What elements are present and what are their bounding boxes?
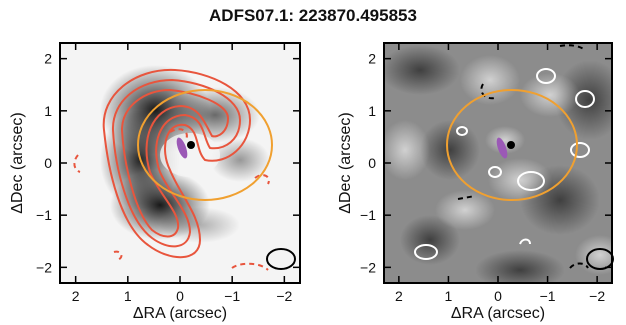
- right-y-tick-label: 2: [368, 51, 376, 67]
- right-x-tick-label: 1: [445, 288, 453, 304]
- contour-b: [575, 90, 595, 108]
- neg-contour-bottom-right: [231, 262, 269, 271]
- left-x-tick-label: −1: [224, 288, 240, 304]
- left-y-axis-label: ΔDec (arcsec): [9, 112, 26, 213]
- left-aperture-ellipse: [137, 89, 273, 201]
- right-y-tick-label: 1: [368, 103, 376, 119]
- right-panel: 2 1 0 −1 −2 2 1 0 −1 −2 ΔRA (arcsec) ΔDec (arcsec…: [337, 42, 614, 322]
- contour-c: [570, 142, 590, 158]
- contour-d: [456, 126, 468, 136]
- left-x-axis-label: ΔRA (arcsec): [133, 305, 227, 322]
- left-negative-contours: [73, 128, 270, 271]
- left-image-data: [100, 65, 270, 243]
- neg-contour-left: [73, 154, 81, 173]
- left-y-tick-label: 2: [44, 51, 52, 67]
- right-x-tick-label: −2: [589, 288, 605, 304]
- neg-contour-c: [569, 262, 589, 269]
- right-contours: [414, 68, 595, 260]
- right-y-axis-label: ΔDec (arcsec): [337, 112, 354, 213]
- contour-e: [517, 171, 545, 191]
- left-source-marker: [176, 137, 188, 159]
- left-position-dot: [187, 141, 195, 149]
- left-x-tick-label: 0: [176, 288, 184, 304]
- left-beam-ellipse: [266, 248, 296, 270]
- left-x-tick-label: 2: [72, 288, 80, 304]
- right-x-tick-label: 0: [494, 288, 502, 304]
- neg-contour-b: [457, 195, 476, 200]
- left-y-tick-label: 0: [44, 155, 52, 171]
- right-x-axis-label: ΔRA (arcsec): [451, 305, 545, 322]
- right-x-tick-label: −1: [540, 288, 556, 304]
- contour-g: [414, 244, 438, 260]
- left-y-tick-label: 1: [44, 103, 52, 119]
- neg-contour-right: [254, 174, 270, 185]
- contour-h: [519, 238, 531, 245]
- left-y-tick-label: −2: [36, 259, 52, 275]
- right-x-tick-label: 2: [395, 288, 403, 304]
- left-panel: 2 1 0 −1 −2 2 1 0 −1 −2 ΔRA (arcsec) ΔDec (arcsec…: [9, 42, 301, 322]
- neg-contour-center: [169, 128, 188, 141]
- right-y-tick-label: 0: [368, 155, 376, 171]
- figure-title: ADFS07.1: 223870.495853: [209, 6, 417, 25]
- contour-f: [488, 166, 502, 178]
- left-x-tick-label: 1: [124, 288, 132, 304]
- neg-contour-bottom: [113, 250, 123, 261]
- contour-a: [536, 68, 556, 84]
- left-axis-ticks: 2 1 0 −1 −2 2 1 0 −1 −2: [36, 43, 300, 304]
- contour-inner: [120, 88, 230, 238]
- contour-middle: [111, 78, 242, 248]
- right-source-marker: [496, 137, 508, 159]
- right-axis-ticks: 2 1 0 −1 −2 2 1 0 −1 −2: [360, 43, 612, 304]
- right-position-dot: [507, 141, 515, 149]
- left-contours: [102, 68, 252, 259]
- left-x-tick-label: −2: [276, 288, 292, 304]
- neg-contour-d: [559, 44, 586, 51]
- left-y-tick-label: −1: [36, 207, 52, 223]
- right-y-tick-label: −1: [360, 207, 376, 223]
- right-y-tick-label: −2: [360, 259, 376, 275]
- right-aperture-ellipse: [446, 89, 578, 201]
- contour-outer: [102, 68, 252, 259]
